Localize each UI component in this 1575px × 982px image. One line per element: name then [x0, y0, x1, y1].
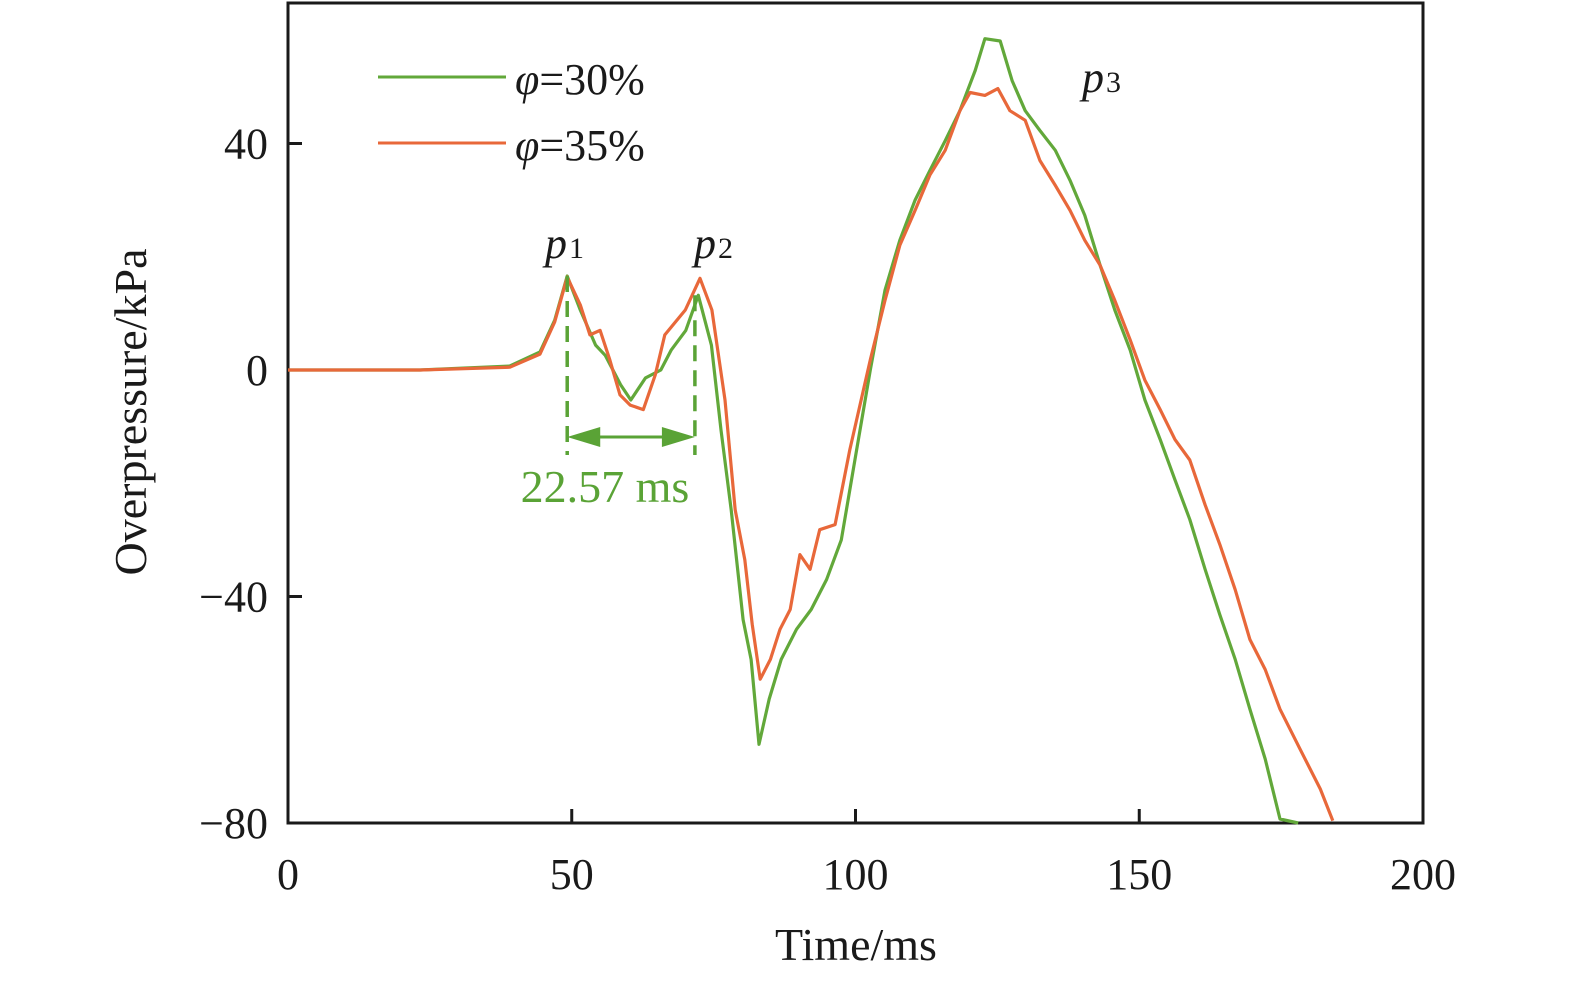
x-axis-label: Time/ms [775, 919, 937, 970]
annotation-p1: p1 [542, 219, 584, 268]
x-tick-label: 200 [1390, 850, 1456, 899]
y-tick-label: 0 [246, 346, 268, 395]
legend: φ=30% φ=35% [378, 55, 645, 170]
series-line-phi35 [288, 86, 1335, 822]
x-tick-label: 50 [550, 850, 594, 899]
arrow-head-left-icon [567, 426, 601, 447]
plot-frame [286, 1, 1425, 825]
arrow-head-right-icon [661, 426, 695, 447]
series-line-phi30 [288, 37, 1299, 825]
y-tick-label: −80 [199, 799, 268, 848]
y-tick-label: −40 [199, 573, 268, 622]
legend-label-phi35: φ=35% [515, 121, 645, 170]
annotation-p2: p2 [691, 219, 733, 268]
x-tick-label: 100 [823, 850, 889, 899]
interval-label: 22.57 ms [521, 461, 690, 512]
x-tick-label: 150 [1106, 850, 1172, 899]
x-tick-label: 0 [277, 850, 299, 899]
annotation-p3: p3 [1079, 53, 1121, 102]
legend-label-phi30: φ=30% [515, 55, 645, 104]
y-tick-label: 40 [224, 120, 268, 169]
y-axis-label: Overpressure/kPa [105, 248, 156, 575]
